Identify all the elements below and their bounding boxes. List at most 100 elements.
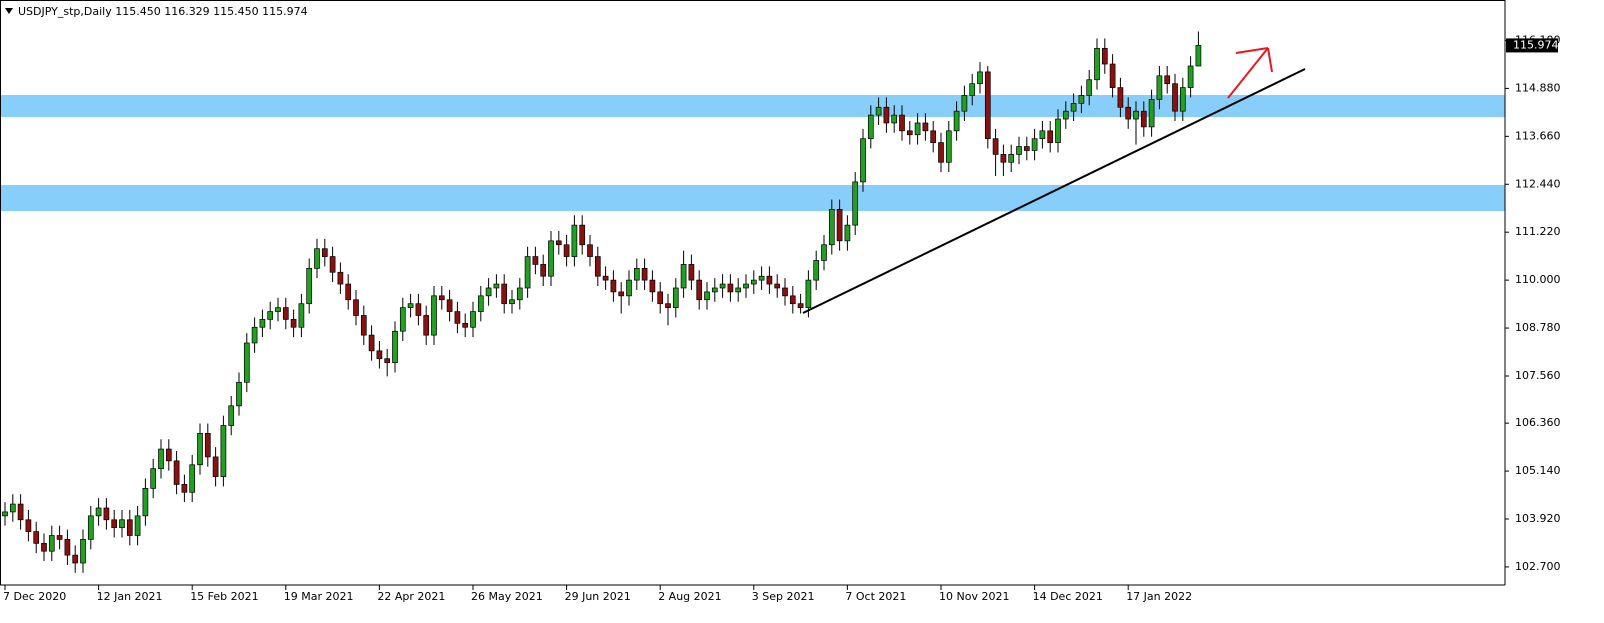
y-tick-label: 112.440 [1515, 177, 1561, 190]
candle-body [727, 283, 734, 293]
candle-body [961, 95, 968, 112]
candle-body [306, 267, 313, 305]
x-tick-label: 26 May 2021 [471, 590, 543, 603]
menu-triangle [5, 8, 13, 14]
candle-body [1078, 95, 1085, 104]
candle-body [852, 181, 859, 226]
candle-body [399, 307, 406, 332]
candle-body [914, 122, 921, 136]
candle-body [462, 322, 469, 328]
candle-body [633, 267, 640, 281]
candle-body [719, 283, 726, 289]
candle-body [17, 503, 24, 521]
x-tick-label: 14 Dec 2021 [1033, 590, 1103, 603]
candle-body [95, 507, 102, 517]
candle-body [1164, 75, 1171, 85]
candle-body [602, 275, 609, 281]
candle-body [80, 539, 86, 564]
candle-body [454, 311, 461, 324]
candle-body [610, 279, 617, 293]
resistance-zone [0, 95, 1505, 117]
x-tick-label: 3 Sep 2021 [752, 590, 815, 603]
y-tick-label: 107.560 [1515, 369, 1561, 382]
y-tick-label: 102.700 [1515, 560, 1561, 573]
candle-body [657, 291, 664, 305]
candle-body [750, 279, 757, 285]
drawings [802, 47, 1306, 314]
candle-body [337, 271, 344, 285]
candle-body [103, 507, 110, 521]
x-tick-label: 19 Mar 2021 [284, 590, 354, 603]
ticks: 102.700 103.920 105.140 106.360 107.560 108.7… [3, 33, 1561, 603]
x-tick-label: 7 Oct 2021 [845, 590, 906, 603]
candle-body [571, 224, 578, 257]
candle-body [789, 295, 796, 305]
y-tick-label: 110.000 [1515, 273, 1561, 286]
candle-body [446, 299, 453, 312]
candle-body [1195, 45, 1202, 67]
candle-body [33, 531, 40, 544]
candle-body [150, 468, 157, 489]
candle-body [516, 287, 523, 301]
candle-body [243, 342, 250, 383]
candle-body [641, 267, 648, 281]
last-price-box [1506, 38, 1558, 53]
candle-body [743, 283, 749, 289]
candle-body [1094, 47, 1100, 81]
candle-body [298, 303, 305, 328]
candle-body [828, 209, 835, 246]
candle-body [579, 224, 586, 246]
candle-body [477, 295, 484, 312]
candle-body [758, 275, 765, 281]
candle-body [470, 311, 476, 328]
candle-body [883, 106, 890, 124]
candle-body [821, 244, 827, 261]
candle-body [1172, 83, 1178, 112]
x-tick-label: 22 Apr 2021 [377, 590, 445, 603]
candle-body [1008, 154, 1015, 163]
candle-body [509, 299, 515, 305]
candle-body [587, 244, 593, 257]
candle-body [1156, 75, 1163, 100]
candle-body [844, 224, 851, 242]
candle-body [56, 535, 63, 540]
candle-body [126, 519, 133, 536]
candle-body [251, 326, 258, 344]
candle-body [189, 464, 196, 493]
candle-body [353, 299, 359, 316]
candle-body [688, 264, 695, 281]
y-tick-label: 114.880 [1515, 81, 1561, 94]
x-tick-label: 15 Feb 2021 [190, 590, 258, 603]
last-price-label: 115.974 [1513, 38, 1559, 51]
candle-body [594, 256, 601, 277]
x-tick-label: 2 Aug 2021 [658, 590, 721, 603]
candle-body [930, 130, 937, 143]
candle-body [836, 209, 843, 242]
candle-body [197, 432, 203, 466]
candle-body [119, 519, 125, 528]
candle-body [392, 330, 398, 363]
candle-body [1047, 130, 1054, 143]
candle-body [236, 381, 242, 407]
candle-body [867, 114, 874, 140]
x-tick-label: 17 Jan 2022 [1126, 590, 1192, 603]
candle-body [423, 315, 430, 336]
up-arrow [1227, 47, 1273, 99]
candle-body [1070, 102, 1077, 112]
y-tick-label: 105.140 [1515, 464, 1561, 477]
x-tick-label: 29 Jun 2021 [565, 590, 631, 603]
candle-body [1016, 146, 1022, 155]
candle-body [563, 244, 570, 257]
candle-body [665, 303, 671, 308]
candle-body [259, 319, 266, 328]
candle-body [774, 283, 781, 289]
candle-body [142, 488, 149, 517]
candle-body [493, 283, 500, 289]
candle-body [1133, 110, 1139, 120]
candle-body [1179, 87, 1186, 112]
candle-body [524, 256, 531, 289]
candle-body [922, 122, 929, 132]
candle-body [165, 448, 172, 462]
